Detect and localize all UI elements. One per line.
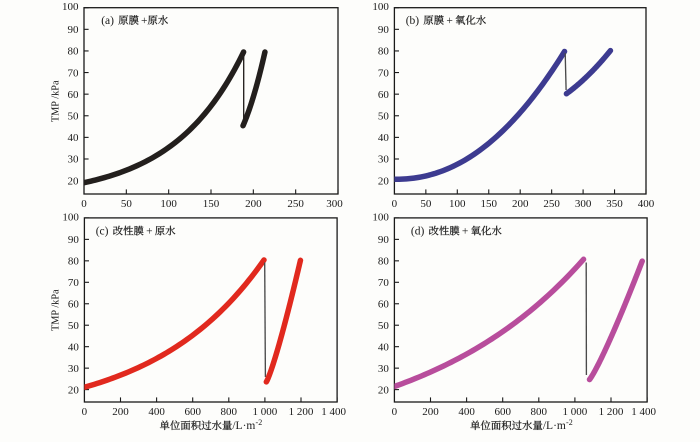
svg-text:+: + [146,226,153,238]
svg-text:(c): (c) [96,226,109,238]
svg-text:1 000: 1 000 [563,406,588,418]
svg-text:1 400: 1 400 [631,406,656,418]
svg-text:70: 70 [68,277,80,289]
svg-text:TMP /kPa: TMP /kPa [51,289,62,331]
svg-text:60: 60 [378,89,390,101]
svg-text:50: 50 [68,110,80,122]
svg-text:400: 400 [148,406,165,418]
svg-text:30: 30 [378,154,390,166]
svg-text:(d): (d) [411,226,425,238]
svg-text:150: 150 [481,198,498,210]
svg-text:300: 300 [575,198,592,210]
svg-text:-2: -2 [256,418,263,427]
svg-text:80: 80 [68,256,80,268]
svg-text:-2: -2 [566,418,573,427]
svg-text:60: 60 [378,298,390,310]
svg-text:70: 70 [378,277,390,289]
svg-text:400: 400 [458,406,475,418]
svg-text:90: 90 [68,24,80,36]
svg-text:20: 20 [378,384,390,396]
svg-text:40: 40 [68,132,80,144]
svg-text:200: 200 [245,198,262,210]
svg-text:800: 800 [531,406,548,418]
svg-text:50: 50 [378,110,390,122]
svg-text:400: 400 [638,198,655,210]
svg-text:40: 40 [378,341,390,353]
svg-text:600: 600 [184,406,201,418]
svg-text:70: 70 [68,67,80,79]
svg-text:/L·m: /L·m [232,420,255,432]
svg-text:40: 40 [68,341,80,353]
svg-text:(a): (a) [101,15,114,27]
svg-text:50: 50 [420,198,432,210]
svg-text:20: 20 [68,175,80,187]
svg-text:(b): (b) [406,15,420,27]
svg-text:30: 30 [68,363,80,375]
svg-text:1 200: 1 200 [599,406,624,418]
svg-text:1 200: 1 200 [289,406,314,418]
svg-text:60: 60 [68,89,80,101]
svg-text:60: 60 [68,298,80,310]
svg-text:300: 300 [326,198,343,210]
svg-text:200: 200 [422,406,439,418]
svg-text:250: 250 [287,198,304,210]
svg-text:/L·m: /L·m [543,420,566,432]
svg-text:+: + [141,15,148,27]
svg-text:100: 100 [62,1,79,13]
svg-text:600: 600 [494,406,511,418]
svg-text:90: 90 [378,24,390,36]
svg-text:40: 40 [378,132,390,144]
svg-text:0: 0 [81,198,87,210]
svg-text:80: 80 [68,46,80,58]
svg-text:90: 90 [378,234,390,246]
svg-text:100: 100 [62,211,79,223]
svg-text:+: + [462,226,469,238]
svg-text:0: 0 [392,198,398,210]
svg-text:30: 30 [68,154,80,166]
svg-text:100: 100 [160,198,177,210]
svg-text:100: 100 [372,1,389,13]
svg-text:20: 20 [378,175,390,187]
svg-text:0: 0 [82,406,88,418]
svg-text:200: 200 [512,198,529,210]
svg-text:70: 70 [378,67,390,79]
svg-text:50: 50 [378,320,390,332]
svg-text:50: 50 [121,198,133,210]
svg-text:250: 250 [543,198,560,210]
svg-text:0: 0 [392,406,398,418]
svg-text:30: 30 [378,363,390,375]
svg-text:20: 20 [68,384,80,396]
svg-text:200: 200 [112,406,129,418]
svg-text:150: 150 [203,198,220,210]
svg-text:80: 80 [378,46,390,58]
svg-text:1 000: 1 000 [253,406,278,418]
svg-text:100: 100 [372,211,389,223]
svg-text:TMP /kPa: TMP /kPa [51,80,62,122]
svg-text:800: 800 [221,406,238,418]
svg-text:50: 50 [68,320,80,332]
svg-text:+: + [446,15,453,27]
svg-text:1 400: 1 400 [321,406,346,418]
svg-text:80: 80 [378,256,390,268]
svg-text:90: 90 [68,234,80,246]
svg-text:350: 350 [606,198,623,210]
svg-text:100: 100 [449,198,466,210]
